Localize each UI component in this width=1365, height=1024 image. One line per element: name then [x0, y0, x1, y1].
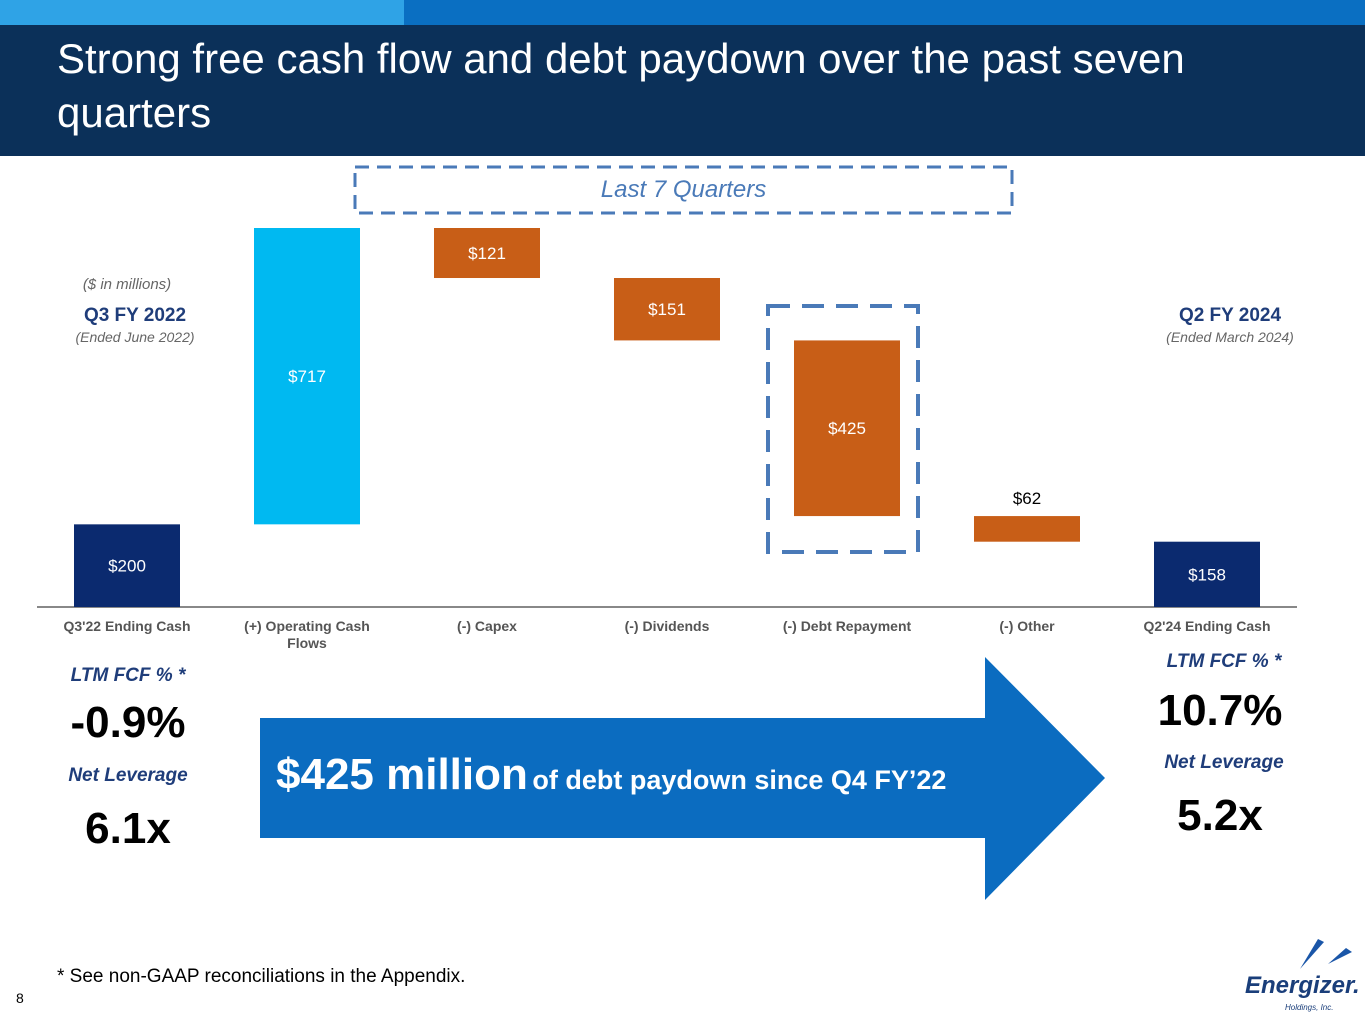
bar [74, 524, 180, 607]
bar [254, 228, 360, 525]
value-label: $200 [108, 557, 146, 576]
period-end: (Ended June 2022) [75, 329, 195, 345]
bar [974, 516, 1080, 542]
top-strip [404, 0, 1365, 25]
logo: Energizer. [1245, 972, 1360, 999]
value-label: $121 [468, 244, 506, 263]
bar [434, 228, 540, 279]
period: Q2 FY 2024 [1178, 305, 1282, 326]
leverage-label: Net Leverage [68, 765, 188, 786]
top-strip [0, 0, 404, 25]
bracket-label: Last 7 Quarters [600, 176, 767, 203]
value-label: $717 [288, 367, 326, 386]
bar [794, 340, 900, 517]
x-tick-label: (-) Capex [457, 618, 517, 634]
leverage-value: 5.2x [1177, 791, 1263, 840]
arrow-rest: of debt paydown since Q4 FY’22 [532, 765, 947, 795]
units-note: ($ in millions) [82, 276, 172, 293]
period-end: (Ended March 2024) [1166, 329, 1294, 345]
logo-sub: Holdings, Inc. [1285, 1003, 1334, 1012]
x-tick-label: Q2'24 Ending Cash [1143, 618, 1271, 634]
highlight-box [766, 304, 920, 554]
value-label: $151 [648, 300, 686, 319]
arrow-big: $425 million [276, 750, 528, 799]
x-tick-label: (+) Operating Cash Flows [244, 618, 370, 651]
page-number: 8 [16, 990, 24, 1006]
x-tick-label: (-) Dividends [624, 618, 710, 634]
leverage-label: Net Leverage [1164, 752, 1284, 773]
logo-mark [1300, 939, 1352, 969]
arrow-text: $425 million of debt paydown since Q4 FY… [276, 750, 946, 800]
title: Strong free cash flow and debt paydown o… [57, 35, 1185, 136]
title-band [0, 25, 1365, 156]
value-label: $158 [1188, 565, 1226, 584]
x-tick-label: Q3'22 Ending Cash [63, 618, 191, 634]
footnote: * See non-GAAP reconciliations in the Ap… [57, 966, 466, 987]
value-label: $425 [828, 419, 866, 438]
arrow [260, 657, 1105, 900]
period: Q3 FY 2022 [83, 305, 187, 326]
fcf-value: 10.7% [1157, 686, 1283, 735]
fcf-value: -0.9% [70, 698, 186, 747]
bar [1154, 541, 1260, 607]
fcf-label: LTM FCF % * [1166, 651, 1282, 672]
leverage-value: 6.1x [85, 804, 171, 853]
value-label: $62 [1013, 489, 1041, 508]
bar [614, 278, 720, 341]
x-tick-label: (-) Debt Repayment [782, 618, 912, 634]
x-tick-label: (-) Other [999, 618, 1055, 634]
fcf-label: LTM FCF % * [70, 665, 186, 686]
